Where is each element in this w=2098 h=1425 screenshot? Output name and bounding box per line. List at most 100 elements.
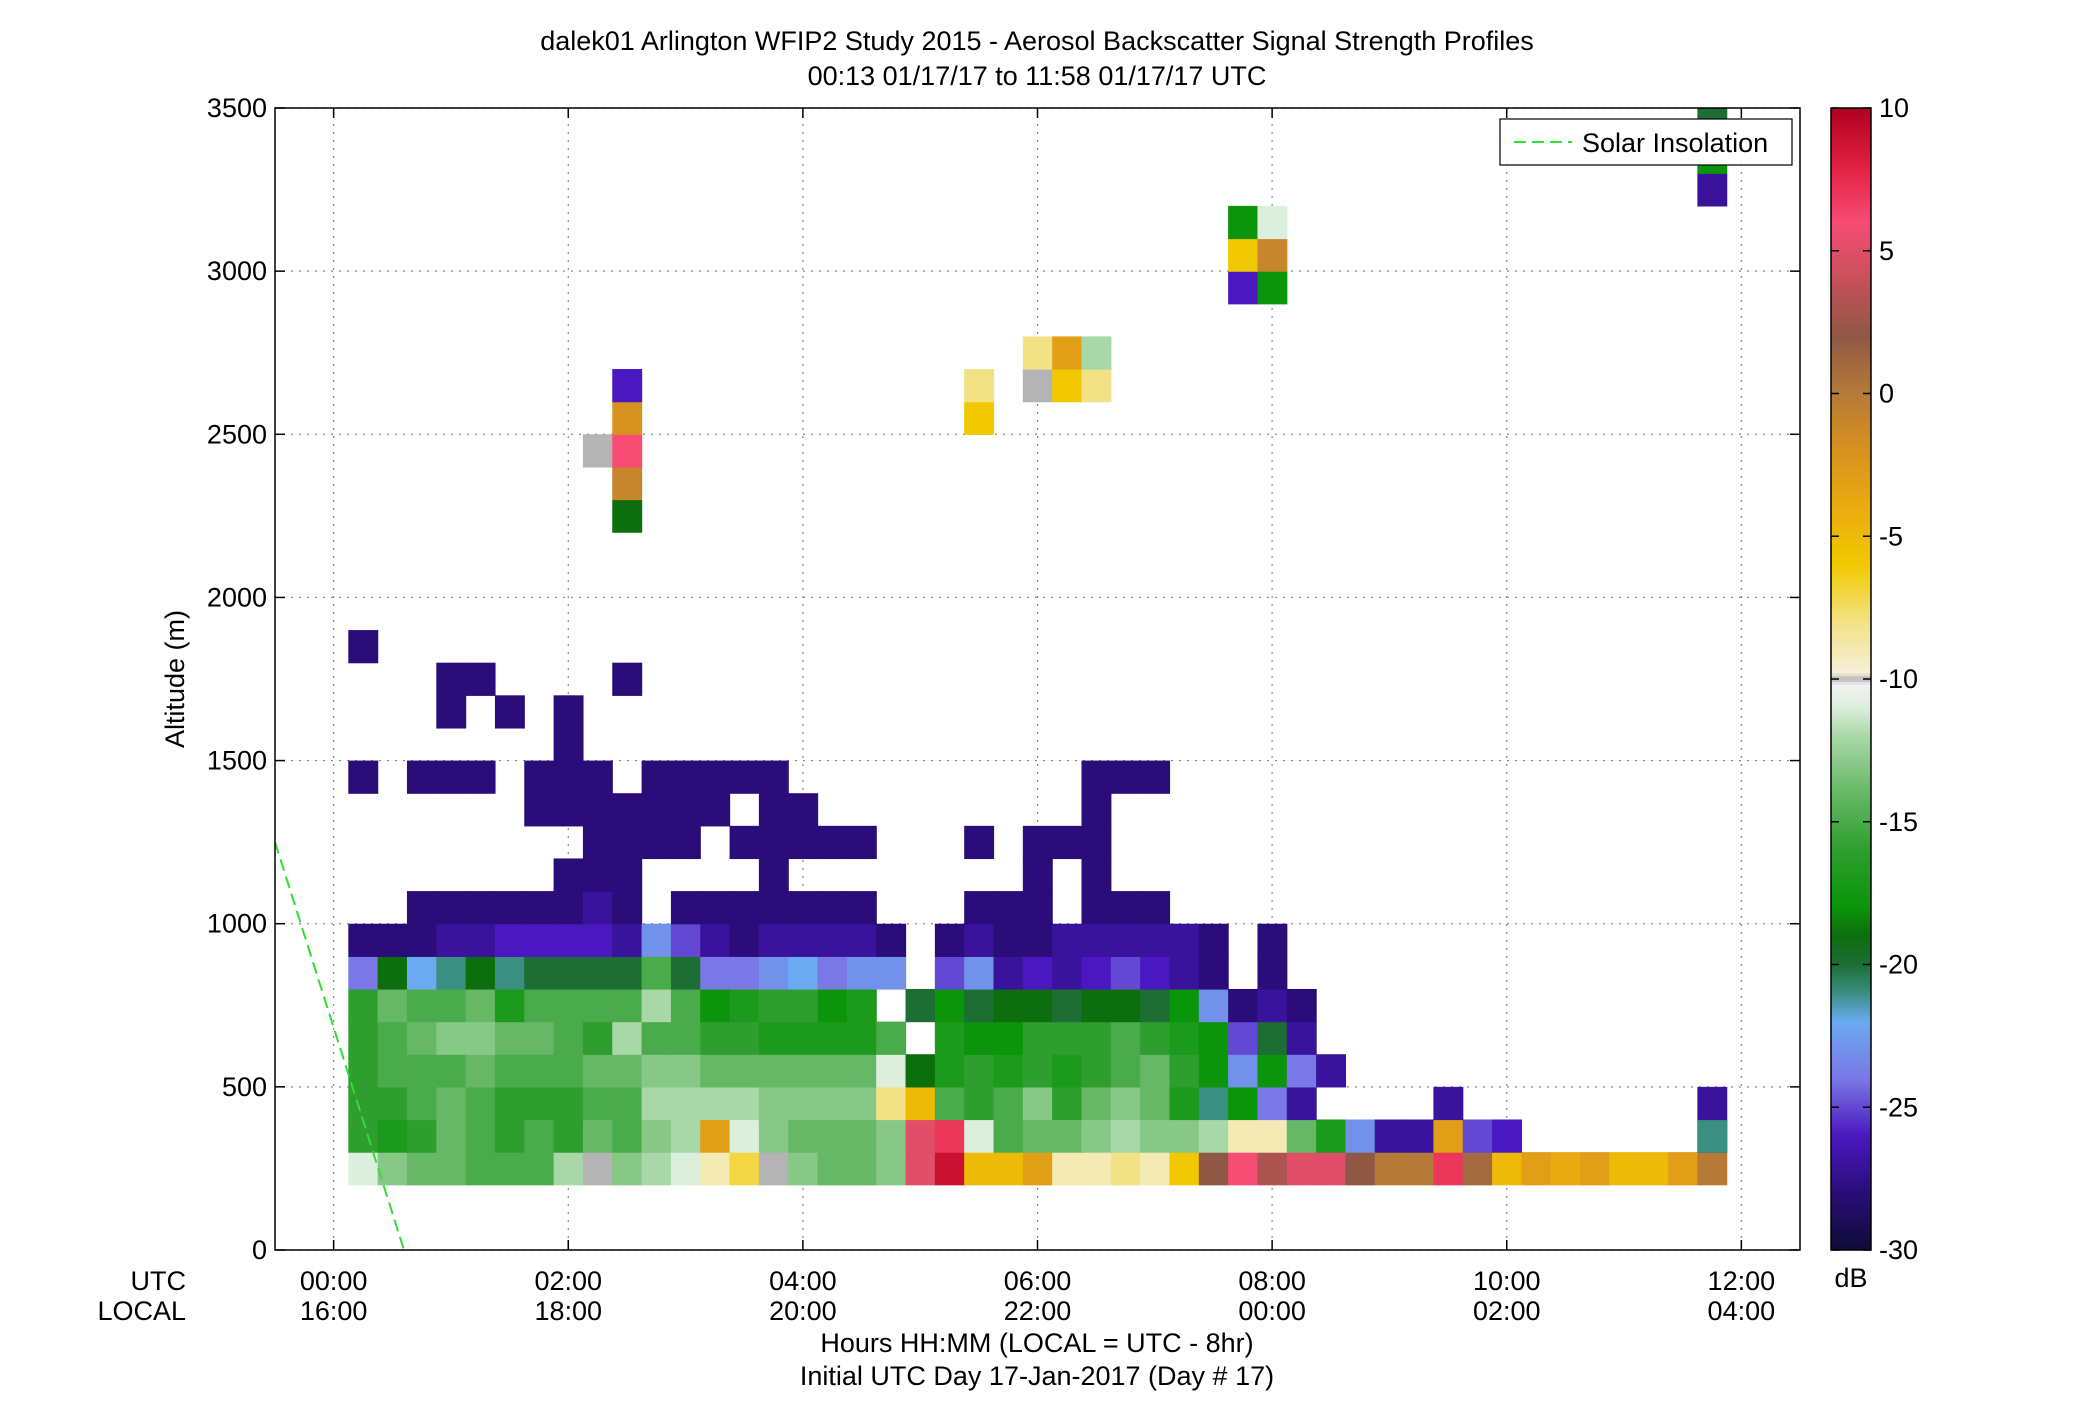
heatmap-cell xyxy=(465,760,496,794)
heatmap-cell xyxy=(524,956,555,990)
heatmap-cell xyxy=(641,923,672,957)
heatmap-cell xyxy=(348,760,379,794)
heatmap-cell xyxy=(1492,1152,1522,1186)
colorbar-segment xyxy=(1831,322,1871,326)
colorbar-segment xyxy=(1831,738,1871,743)
colorbar-segment xyxy=(1831,199,1871,203)
heatmap-cell xyxy=(729,988,760,1023)
heatmap-cell xyxy=(1257,271,1288,305)
heatmap-cells xyxy=(348,108,1728,1186)
colorbar-segment xyxy=(1831,393,1871,397)
colorbar-segment xyxy=(1831,444,1871,449)
heatmap-cell xyxy=(1286,1119,1317,1153)
heatmap-cell xyxy=(612,858,643,892)
colorbar-segment xyxy=(1831,890,1871,894)
heatmap-cell xyxy=(1198,1086,1229,1121)
heatmap-cell xyxy=(964,1119,995,1153)
colorbar-segment xyxy=(1831,579,1871,583)
heatmap-cell xyxy=(1081,369,1112,403)
heatmap-cell xyxy=(700,1119,731,1153)
heatmap-cell xyxy=(964,1152,995,1186)
heatmap-cell xyxy=(1052,1119,1083,1153)
colorbar-segment xyxy=(1831,236,1871,240)
colorbar-segment xyxy=(1831,1070,1871,1074)
heatmap-cell xyxy=(1081,891,1112,925)
heatmap-cell xyxy=(1081,1119,1112,1153)
colorbar-segment xyxy=(1831,1195,1871,1200)
colorbar-segment xyxy=(1831,901,1871,906)
colorbar-segment xyxy=(1831,1181,1871,1185)
colorbar-segment xyxy=(1831,641,1871,646)
heatmap-cell xyxy=(817,891,848,925)
colorbar-segment xyxy=(1831,436,1871,440)
colorbar-segment xyxy=(1831,342,1871,346)
colorbar-segment xyxy=(1831,310,1871,315)
colorbar-segment xyxy=(1831,604,1871,609)
colorbar-segment xyxy=(1831,756,1871,760)
heatmap-cell xyxy=(1022,956,1053,990)
colorbar-segment xyxy=(1831,870,1871,874)
heatmap-cell xyxy=(1022,923,1053,957)
heatmap-cell xyxy=(670,988,701,1023)
colorbar-segment xyxy=(1831,639,1871,643)
colorbar-segment xyxy=(1831,947,1871,951)
heatmap-cell xyxy=(670,923,701,957)
heatmap-cell xyxy=(1081,956,1112,990)
heatmap-cell xyxy=(1198,1054,1229,1088)
colorbar-segment xyxy=(1831,459,1871,463)
heatmap-cell xyxy=(1052,369,1083,403)
colorbar-segment xyxy=(1831,541,1871,546)
colorbar-segment xyxy=(1831,850,1871,854)
heatmap-cell xyxy=(1257,1054,1288,1088)
heatmap-cell xyxy=(1198,956,1229,990)
x-tick-label-local: 16:00 xyxy=(300,1296,368,1326)
heatmap-cell xyxy=(700,1054,731,1088)
colorbar-segment xyxy=(1831,487,1871,492)
colorbar-segment xyxy=(1831,536,1871,540)
colorbar-segment xyxy=(1831,1230,1871,1234)
colorbar-segment xyxy=(1831,944,1871,948)
colorbar-segment xyxy=(1831,559,1871,563)
heatmap-cell xyxy=(758,1086,789,1121)
heatmap-cell xyxy=(612,956,643,990)
heatmap-cell xyxy=(641,1086,672,1121)
colorbar-segment xyxy=(1831,784,1871,788)
colorbar-segment xyxy=(1831,636,1871,640)
heatmap-cell xyxy=(1169,1119,1200,1153)
colorbar-segment xyxy=(1831,838,1871,843)
colorbar-segment xyxy=(1831,364,1871,369)
heatmap-cell xyxy=(494,1054,525,1088)
heatmap-cell xyxy=(465,1054,496,1088)
heatmap-cell xyxy=(670,1119,701,1153)
colorbar-segment xyxy=(1831,633,1871,637)
colorbar-segment xyxy=(1831,410,1871,414)
heatmap-cell xyxy=(934,988,965,1023)
colorbar-segment xyxy=(1831,384,1871,389)
heatmap-cell xyxy=(1228,238,1259,272)
heatmap-cell xyxy=(1316,1152,1347,1186)
x-axis: 00:0016:0002:0018:0004:0020:0006:0022:00… xyxy=(300,108,1775,1326)
heatmap-cell xyxy=(788,956,819,990)
colorbar-segment xyxy=(1831,544,1871,549)
colorbar-segment xyxy=(1831,219,1871,223)
heatmap-cell xyxy=(700,1086,731,1121)
heatmap-cell xyxy=(1228,1152,1259,1186)
heatmap-cell xyxy=(817,988,848,1023)
heatmap-cell xyxy=(964,891,995,925)
colorbar-segment xyxy=(1831,339,1871,343)
colorbar-segment xyxy=(1831,484,1871,489)
colorbar-segment xyxy=(1831,213,1871,217)
heatmap-cell xyxy=(348,1119,379,1153)
colorbar-segment xyxy=(1831,644,1871,649)
heatmap-cell xyxy=(1022,988,1053,1023)
colorbar-segment xyxy=(1831,818,1871,823)
y-tick-label: 2500 xyxy=(207,419,267,449)
heatmap-cell xyxy=(934,956,965,990)
x-tick-label-utc: 02:00 xyxy=(534,1266,602,1296)
heatmap-cell xyxy=(1198,1021,1229,1055)
colorbar-segment xyxy=(1831,467,1871,472)
heatmap-cell xyxy=(1668,1152,1698,1186)
heatmap-cell xyxy=(612,434,643,468)
heatmap-cell xyxy=(524,923,555,957)
heatmap-cell xyxy=(1198,988,1229,1023)
